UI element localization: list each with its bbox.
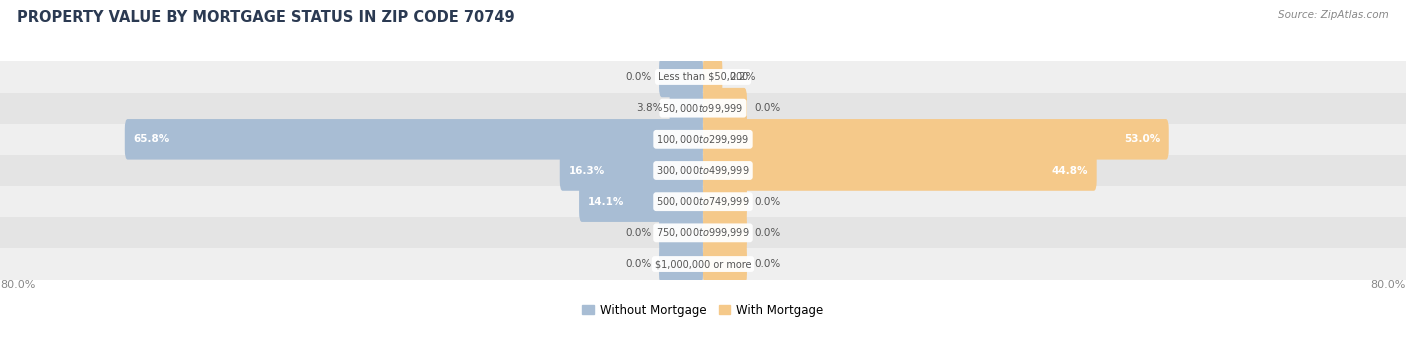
Text: 0.0%: 0.0% <box>626 259 652 269</box>
Text: 0.0%: 0.0% <box>626 228 652 238</box>
FancyBboxPatch shape <box>703 57 723 97</box>
Text: 44.8%: 44.8% <box>1052 165 1088 176</box>
Text: 0.0%: 0.0% <box>626 72 652 82</box>
Text: 16.3%: 16.3% <box>568 165 605 176</box>
Text: $100,000 to $299,999: $100,000 to $299,999 <box>657 133 749 146</box>
FancyBboxPatch shape <box>560 150 703 191</box>
Text: $1,000,000 or more: $1,000,000 or more <box>655 259 751 269</box>
FancyBboxPatch shape <box>703 212 747 253</box>
Text: $750,000 to $999,999: $750,000 to $999,999 <box>657 226 749 239</box>
FancyBboxPatch shape <box>703 181 747 222</box>
FancyBboxPatch shape <box>703 244 747 284</box>
Text: 0.0%: 0.0% <box>754 197 780 207</box>
Text: $50,000 to $99,999: $50,000 to $99,999 <box>662 102 744 115</box>
FancyBboxPatch shape <box>0 249 1406 280</box>
FancyBboxPatch shape <box>0 124 1406 155</box>
FancyBboxPatch shape <box>579 181 703 222</box>
FancyBboxPatch shape <box>659 57 703 97</box>
FancyBboxPatch shape <box>669 88 703 129</box>
FancyBboxPatch shape <box>659 212 703 253</box>
FancyBboxPatch shape <box>0 186 1406 217</box>
FancyBboxPatch shape <box>0 155 1406 186</box>
Text: $500,000 to $749,999: $500,000 to $749,999 <box>657 195 749 208</box>
Text: 3.8%: 3.8% <box>636 103 662 113</box>
Text: 0.0%: 0.0% <box>754 259 780 269</box>
Text: 14.1%: 14.1% <box>588 197 624 207</box>
Text: 0.0%: 0.0% <box>754 228 780 238</box>
Text: 80.0%: 80.0% <box>1371 280 1406 290</box>
FancyBboxPatch shape <box>703 88 747 129</box>
FancyBboxPatch shape <box>659 244 703 284</box>
FancyBboxPatch shape <box>703 150 1097 191</box>
Text: 80.0%: 80.0% <box>0 280 35 290</box>
Text: Less than $50,000: Less than $50,000 <box>658 72 748 82</box>
Legend: Without Mortgage, With Mortgage: Without Mortgage, With Mortgage <box>578 299 828 322</box>
FancyBboxPatch shape <box>0 217 1406 249</box>
Text: $300,000 to $499,999: $300,000 to $499,999 <box>657 164 749 177</box>
Text: 65.8%: 65.8% <box>134 134 170 144</box>
Text: Source: ZipAtlas.com: Source: ZipAtlas.com <box>1278 10 1389 20</box>
FancyBboxPatch shape <box>0 92 1406 124</box>
Text: PROPERTY VALUE BY MORTGAGE STATUS IN ZIP CODE 70749: PROPERTY VALUE BY MORTGAGE STATUS IN ZIP… <box>17 10 515 25</box>
Text: 2.2%: 2.2% <box>730 72 756 82</box>
FancyBboxPatch shape <box>703 119 1168 160</box>
Text: 0.0%: 0.0% <box>754 103 780 113</box>
FancyBboxPatch shape <box>125 119 703 160</box>
Text: 53.0%: 53.0% <box>1123 134 1160 144</box>
FancyBboxPatch shape <box>0 61 1406 92</box>
